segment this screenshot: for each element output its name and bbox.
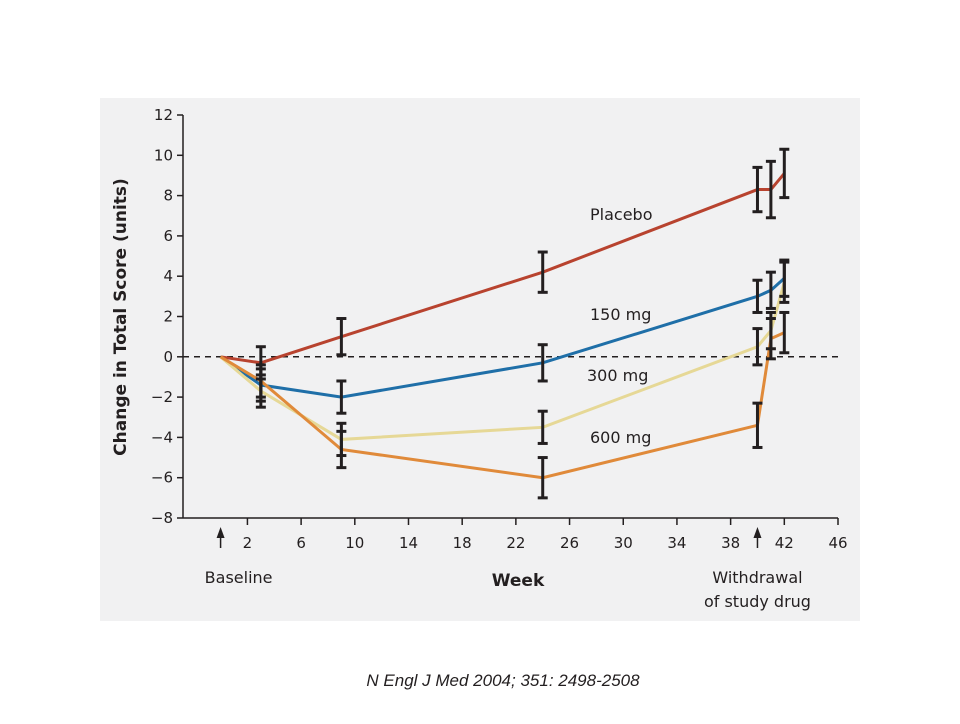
series-label: 150 mg (590, 305, 651, 324)
x-tick-label: 26 (560, 534, 579, 552)
x-tick-label: 22 (506, 534, 525, 552)
x-tick-label: 18 (453, 534, 472, 552)
error-bar (752, 278, 763, 314)
annotation: Withdrawal (712, 568, 802, 587)
plot-background (100, 98, 860, 621)
y-axis-label: Change in Total Score (units) (111, 178, 131, 456)
x-tick-label: 6 (296, 534, 306, 552)
y-tick-label: 8 (163, 187, 173, 205)
error-bar (752, 327, 763, 367)
error-bar (336, 379, 347, 415)
error-bar (779, 310, 790, 355)
annotation: of study drug (704, 592, 811, 611)
error-bar (779, 147, 790, 200)
y-tick-label: −2 (151, 388, 173, 406)
y-tick-label: −4 (151, 428, 173, 446)
error-bar (255, 363, 266, 399)
caption: N Engl J Med 2004; 351: 2498-2508 (366, 671, 640, 690)
error-bar (765, 270, 776, 310)
error-bar (752, 165, 763, 214)
x-tick-label: 46 (828, 534, 847, 552)
y-tick-label: −8 (151, 509, 173, 527)
error-bar (779, 260, 790, 304)
error-bar (336, 317, 347, 357)
error-bar (537, 456, 548, 500)
series-label: 600 mg (590, 428, 651, 447)
annotation-arrowhead (753, 527, 762, 538)
series-label: Placebo (590, 205, 652, 224)
annotation: Baseline (205, 568, 273, 587)
x-tick-label: 34 (667, 534, 686, 552)
error-bar (537, 409, 548, 445)
x-axis-label: Week (492, 571, 545, 591)
error-bar (765, 159, 776, 220)
y-tick-label: 12 (154, 106, 173, 124)
y-tick-label: −6 (151, 469, 173, 487)
x-tick-label: 2 (243, 534, 253, 552)
x-tick-label: 42 (775, 534, 794, 552)
x-tick-label: 38 (721, 534, 740, 552)
x-tick-label: 10 (345, 534, 364, 552)
y-tick-label: 10 (154, 146, 173, 164)
y-tick-label: 2 (163, 308, 173, 326)
error-bar (336, 429, 347, 470)
y-tick-label: 0 (163, 348, 173, 366)
error-bar (537, 343, 548, 383)
x-tick-label: 30 (614, 534, 633, 552)
error-bar (752, 401, 763, 449)
y-tick-label: 6 (163, 227, 173, 245)
annotation-arrowhead (216, 527, 225, 538)
x-tick-label: 14 (399, 534, 418, 552)
error-bar (765, 317, 776, 361)
y-tick-label: 4 (163, 267, 173, 285)
error-bar (537, 250, 548, 294)
series-label: 300 mg (587, 366, 648, 385)
